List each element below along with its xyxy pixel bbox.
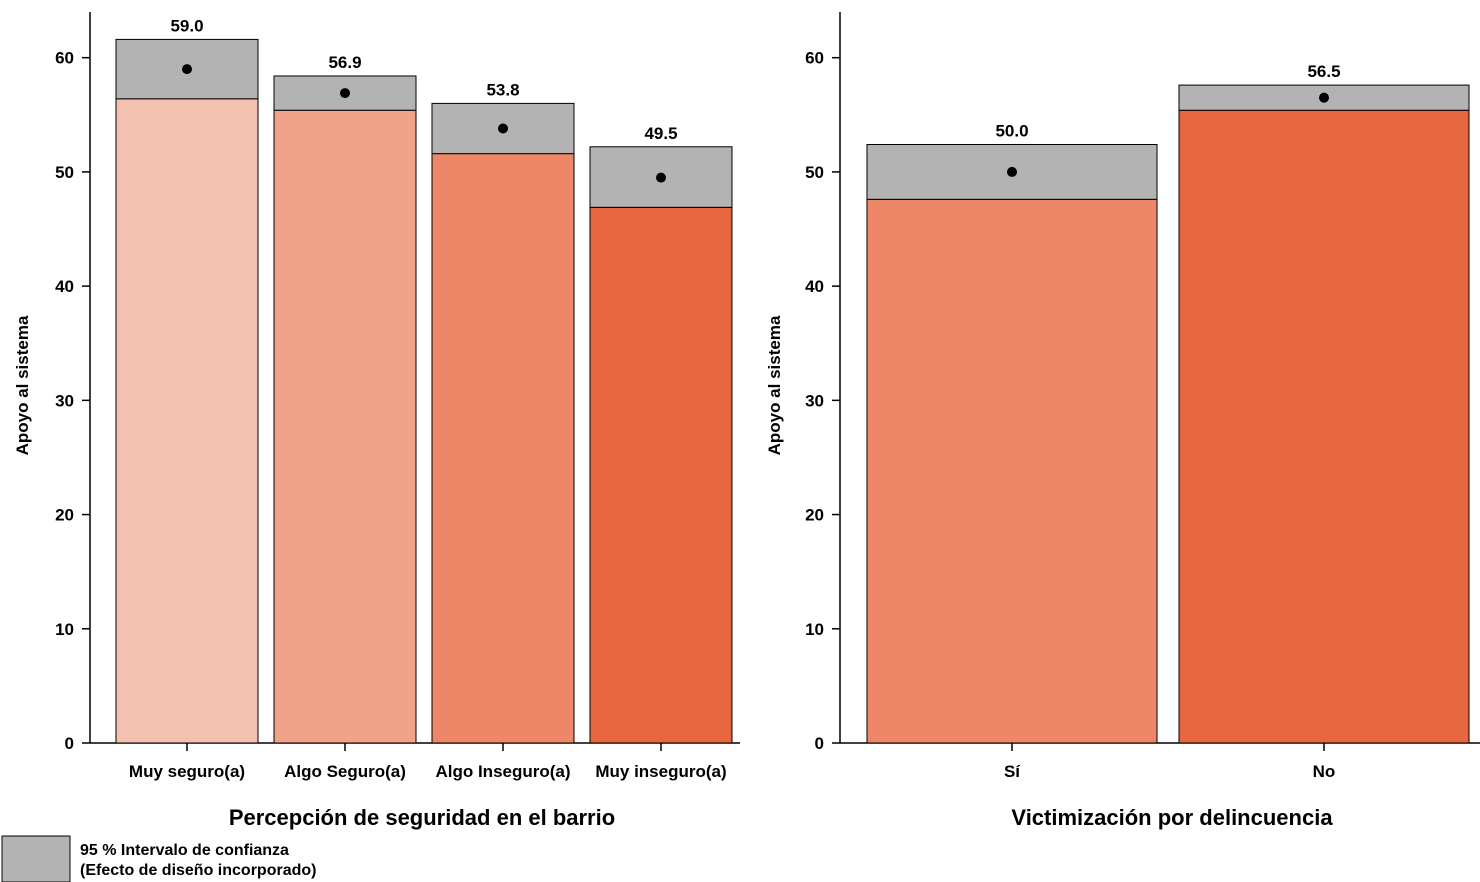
y-tick-label: 10 [805, 620, 824, 639]
y-tick-label: 0 [815, 734, 824, 753]
point-estimate [656, 172, 666, 183]
y-tick-label: 20 [805, 506, 824, 525]
point-estimate [340, 88, 350, 99]
bar [866, 198, 1158, 744]
x-axis-label: Percepción de seguridad en el barrio [229, 805, 615, 830]
y-tick-label: 40 [805, 277, 824, 296]
point-estimate [182, 64, 192, 75]
legend: 95 % Intervalo de confianza (Efecto de d… [1, 835, 316, 882]
data-label: 49.5 [644, 124, 677, 143]
bar [431, 153, 575, 744]
legend-ci-swatch [1, 835, 71, 882]
y-tick-label: 10 [55, 620, 74, 639]
x-tick-label: No [1313, 762, 1336, 781]
x-tick-label: Algo Seguro(a) [284, 762, 406, 781]
point-estimate [1007, 166, 1017, 177]
y-tick-label: 60 [805, 49, 824, 68]
ci-band [115, 38, 259, 100]
data-label: 53.8 [486, 80, 519, 99]
y-tick-label: 50 [805, 163, 824, 182]
x-tick-label: Algo Inseguro(a) [435, 762, 570, 781]
y-axis-label: Apoyo al sistema [13, 315, 32, 455]
legend-line-1: 95 % Intervalo de confianza [80, 842, 289, 859]
y-axis-label: Apoyo al sistema [765, 315, 784, 455]
point-estimate [1319, 92, 1329, 103]
data-label: 56.5 [1307, 62, 1340, 81]
bar [273, 109, 417, 744]
bar [115, 98, 259, 744]
y-tick-label: 0 [65, 734, 74, 753]
x-axis-label: Victimización por delincuencia [1011, 805, 1333, 830]
y-tick-label: 50 [55, 163, 74, 182]
chart-panel-perception: 0 10 20 30 40 50 60 Apoyo al sistema Percepción … [13, 12, 740, 830]
x-tick-label: Muy seguro(a) [129, 762, 245, 781]
y-tick-label: 30 [805, 391, 824, 410]
bar [589, 206, 733, 744]
legend-line-2: (Efecto de diseño incorporado) [80, 862, 316, 879]
x-tick-label: Sí [1004, 762, 1021, 781]
data-label: 50.0 [995, 121, 1028, 140]
bar [1178, 109, 1470, 744]
y-tick-label: 40 [55, 277, 74, 296]
data-label: 59.0 [170, 16, 203, 35]
chart-panel-victimization: 0 10 20 30 40 50 60 Apoyo al sistema Victimizaci… [765, 12, 1480, 830]
y-tick-label: 30 [55, 391, 74, 410]
data-label: 56.9 [328, 53, 361, 72]
x-tick-label: Muy inseguro(a) [595, 762, 726, 781]
point-estimate [498, 123, 508, 134]
y-tick-label: 20 [55, 506, 74, 525]
y-tick-label: 60 [55, 49, 74, 68]
